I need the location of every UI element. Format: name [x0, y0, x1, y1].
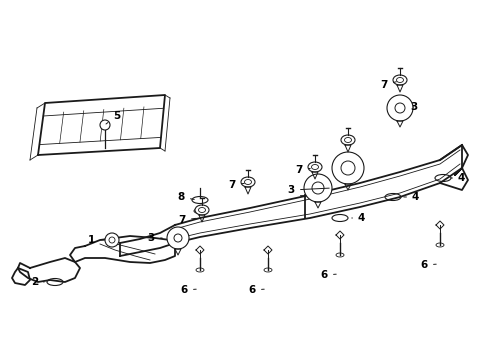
Text: 2: 2: [31, 277, 44, 287]
Text: 3: 3: [287, 185, 328, 195]
Text: 7: 7: [228, 180, 244, 190]
Text: 6: 6: [248, 285, 264, 295]
Ellipse shape: [195, 205, 208, 215]
Circle shape: [167, 227, 189, 249]
Circle shape: [105, 233, 119, 247]
Circle shape: [304, 174, 331, 202]
Ellipse shape: [194, 208, 205, 213]
Text: 1: 1: [87, 235, 104, 245]
Circle shape: [386, 95, 412, 121]
Ellipse shape: [192, 197, 207, 203]
Circle shape: [331, 152, 363, 184]
Text: 7: 7: [295, 165, 309, 175]
Circle shape: [100, 120, 110, 130]
Text: 3: 3: [147, 233, 162, 243]
Text: 4: 4: [450, 173, 465, 183]
Ellipse shape: [340, 135, 354, 145]
Text: 6: 6: [320, 270, 336, 280]
Text: 8: 8: [177, 192, 194, 202]
Text: 7: 7: [178, 215, 196, 225]
Text: 4: 4: [351, 213, 365, 223]
Text: 6: 6: [420, 260, 435, 270]
Text: 6: 6: [181, 285, 196, 295]
Text: 7: 7: [380, 80, 395, 90]
Text: 3: 3: [409, 102, 416, 112]
Text: 5: 5: [106, 111, 120, 124]
Text: 4: 4: [403, 192, 419, 202]
Ellipse shape: [392, 75, 406, 85]
Ellipse shape: [241, 177, 254, 187]
Ellipse shape: [307, 162, 321, 172]
